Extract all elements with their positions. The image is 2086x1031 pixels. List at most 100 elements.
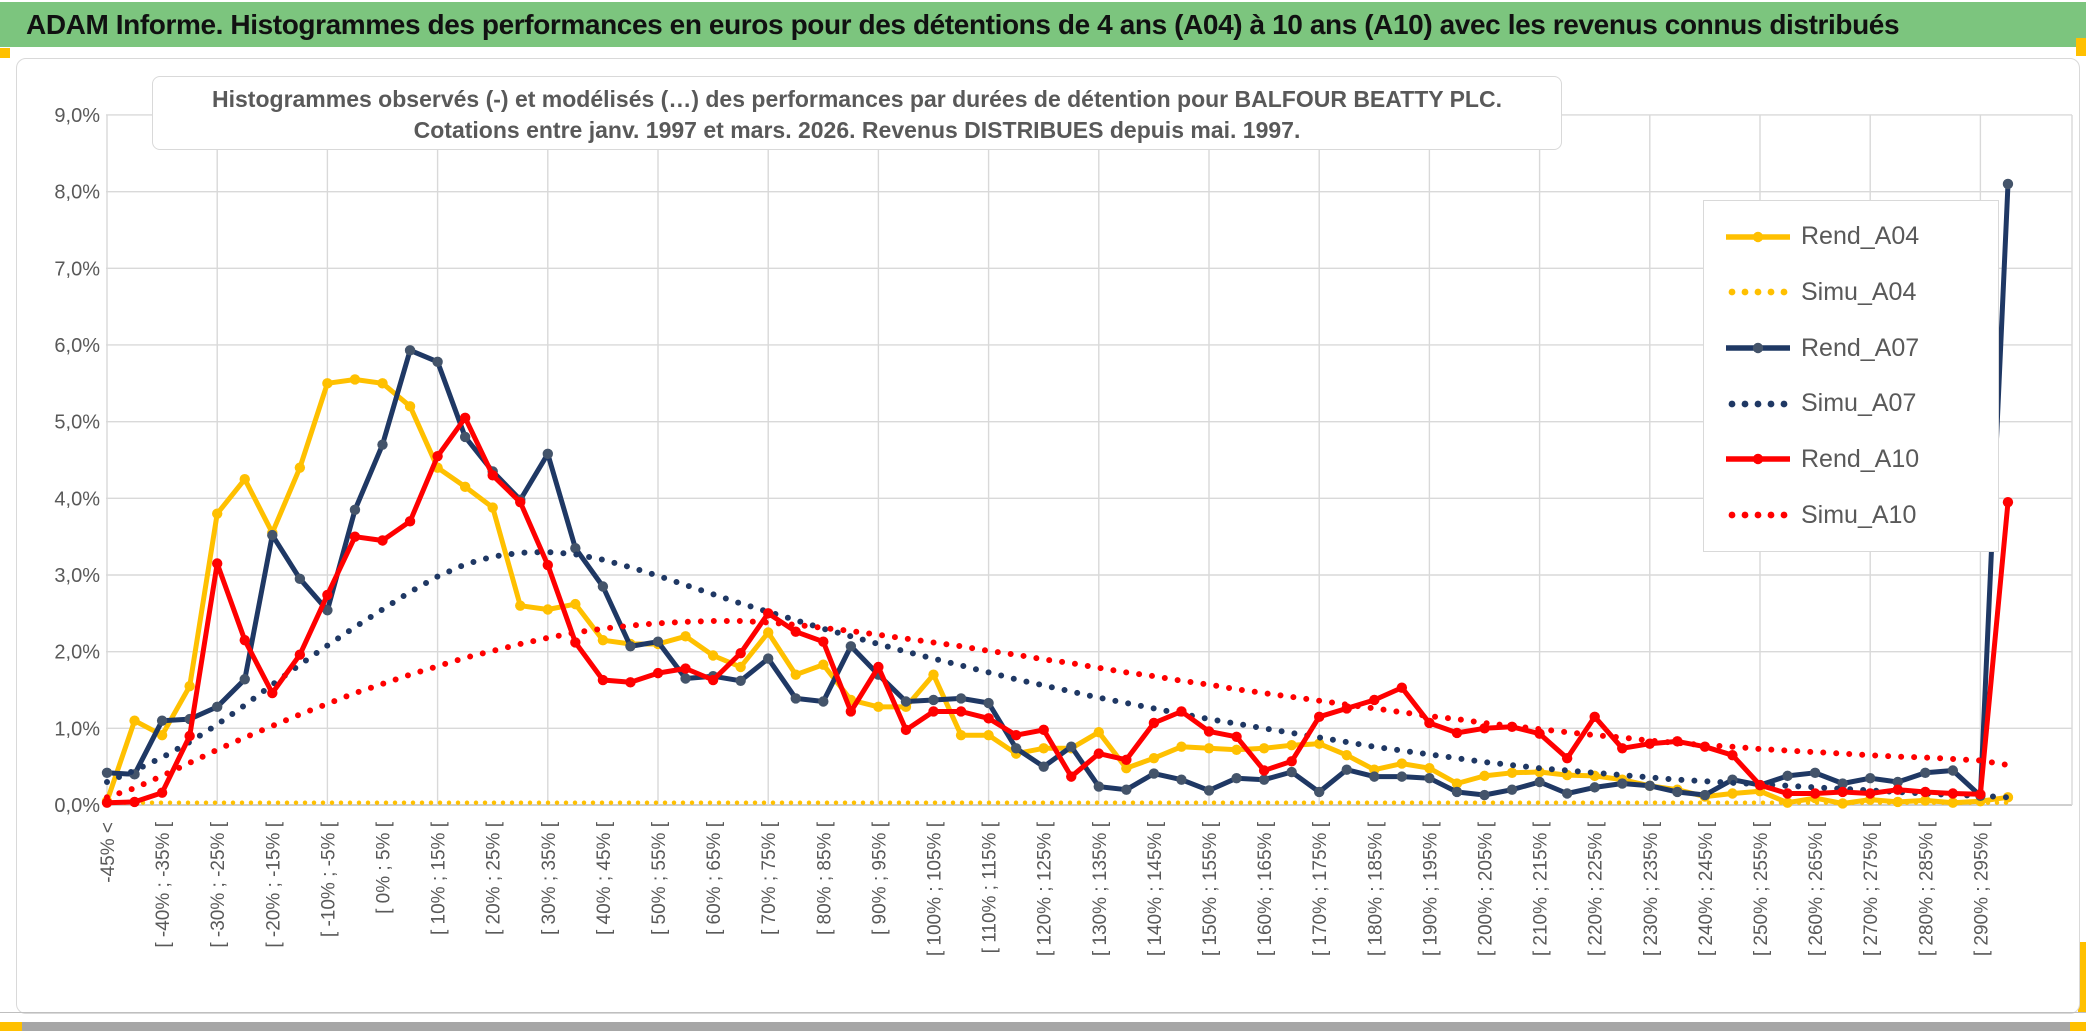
x-tick-label: [ 200% ; 205% [ [1476,821,1497,956]
marker-Rend_A04 [1231,744,1242,755]
marker-Rend_A07 [597,581,609,592]
x-tick-label: [ -20% ; -15% [ [263,821,284,947]
marker-Rend_A04 [1782,797,1793,808]
marker-Rend_A07 [1066,741,1077,752]
marker-Rend_A07 [212,701,223,713]
solid-line-sample-icon [1726,342,1790,354]
marker-Rend_A04 [184,680,195,692]
x-tick-label: [ 220% ; 225% [ [1586,821,1607,956]
marker-Rend_A10 [1286,756,1297,767]
marker-Rend_A07 [1589,782,1600,793]
marker-Rend_A04 [983,730,994,741]
marker-Rend_A07 [1865,772,1876,784]
marker-Rend_A07 [1837,778,1848,789]
y-tick-label: 3,0% [54,565,100,587]
x-tick-label: [ 160% ; 165% [ [1255,821,1276,956]
marker-Rend_A10 [1424,717,1435,729]
legend-item-Simu_A10[interactable]: Simu_A10 [1724,501,1998,530]
chart-legend: Rend_A04 Simu_A04 Rend_A07 Simu_A07 Rend_A10… [1703,200,1999,552]
marker-Rend_A07 [542,448,553,460]
marker-Rend_A07 [1479,789,1490,801]
chart-title-line2: Cotations entre janv. 1997 et mars. 2026… [413,117,1301,143]
x-tick-label: [ 30% ; 35% [ [539,821,560,935]
legend-item-Rend_A10[interactable]: Rend_A10 [1724,445,1998,474]
x-tick-label: [ 60% ; 65% [ [704,821,725,935]
marker-Rend_A10 [101,797,113,808]
marker-Rend_A10 [1782,788,1793,799]
marker-Rend_A10 [1920,786,1931,798]
marker-Rend_A10 [1093,748,1105,759]
marker-Rend_A04 [349,374,361,385]
x-tick-label: [ 190% ; 195% [ [1420,821,1441,956]
x-tick-label: [ 240% ; 245% [ [1696,821,1717,956]
marker-Rend_A07 [625,641,636,652]
marker-Rend_A04 [1920,795,1931,806]
legend-item-Simu_A04[interactable]: Simu_A04 [1724,278,1998,307]
marker-Rend_A04 [818,659,829,670]
marker-Rend_A07 [845,641,857,652]
marker-Rend_A07 [1617,778,1628,789]
marker-Rend_A10 [459,412,471,424]
solid-line-sample-icon [1726,231,1790,243]
chart-title-box: Histogrammes observés (-) et modélisés (… [152,76,1562,150]
marker-Rend_A04 [570,598,581,610]
marker-Rend_A10 [1837,786,1848,798]
chart-bottom-border [0,1012,2086,1013]
marker-Rend_A10 [1727,749,1738,761]
y-tick-label: 2,0% [54,642,100,664]
marker-Rend_A04 [212,508,223,519]
marker-Rend_A07 [1203,785,1215,796]
marker-Rend_A10 [707,674,719,686]
x-tick-label: [ 20% ; 25% [ [484,821,505,935]
series-Simu_A07 [104,549,2011,801]
marker-Rend_A07 [2002,178,2014,190]
marker-Rend_A10 [267,687,278,699]
marker-Rend_A07 [1258,774,1270,785]
marker-Rend_A10 [1589,711,1600,723]
y-tick-label: 6,0% [54,335,100,357]
legend-item-Rend_A07[interactable]: Rend_A07 [1724,334,1998,363]
marker-Rend_A04 [1176,741,1187,752]
x-tick-label: [ 280% ; 285% [ [1916,821,1937,956]
x-tick-label: [ 110% ; 115% [ [980,821,1001,953]
legend-label: Simu_A04 [1801,277,1917,306]
gold-accent-top-left [0,48,10,58]
marker-Rend_A04 [515,600,526,611]
x-tick-label: [ 290% ; 295% [ [1971,821,1992,956]
marker-Rend_A07 [1176,774,1187,785]
marker-Rend_A04 [1451,778,1463,789]
bottom-status-strip [0,1022,2086,1031]
marker-Rend_A10 [1148,717,1160,729]
legend-item-Rend_A04[interactable]: Rend_A04 [1724,222,1998,251]
marker-Rend_A10 [542,559,553,571]
marker-Rend_A04 [1258,743,1270,754]
marker-Rend_A07 [1809,767,1821,778]
x-tick-label: [ -40% ; -35% [ [153,821,174,947]
marker-Rend_A07 [1534,776,1545,788]
marker-Rend_A04 [1727,788,1738,799]
x-tick-label: [ 80% ; 85% [ [814,821,835,935]
marker-Rend_A10 [873,661,884,673]
marker-Rend_A07 [735,675,746,686]
legend-label: Rend_A10 [1801,444,1920,473]
x-tick-label: [ 210% ; 215% [ [1531,821,1552,956]
marker-Rend_A04 [239,473,250,485]
marker-Rend_A10 [129,796,140,808]
marker-Rend_A10 [1066,771,1077,782]
marker-Rend_A04 [763,627,774,638]
marker-Rend_A07 [1947,765,1959,776]
x-tick-label: [ 270% ; 275% [ [1861,821,1882,956]
marker-Rend_A10 [184,730,195,742]
marker-Rend_A04 [156,730,168,741]
marker-Rend_A04 [928,669,939,680]
marker-Rend_A10 [322,589,333,601]
marker-Rend_A10 [1176,706,1187,717]
marker-Rend_A04 [1038,743,1049,754]
marker-Rend_A04 [377,378,388,389]
x-tick-label: [ 130% ; 135% [ [1090,821,1111,956]
gold-accent-top-right [2076,38,2086,56]
marker-Rend_A04 [294,462,306,473]
marker-Rend_A07 [404,345,416,356]
legend-item-Simu_A07[interactable]: Simu_A07 [1724,389,1998,418]
marker-Rend_A10 [928,706,939,717]
